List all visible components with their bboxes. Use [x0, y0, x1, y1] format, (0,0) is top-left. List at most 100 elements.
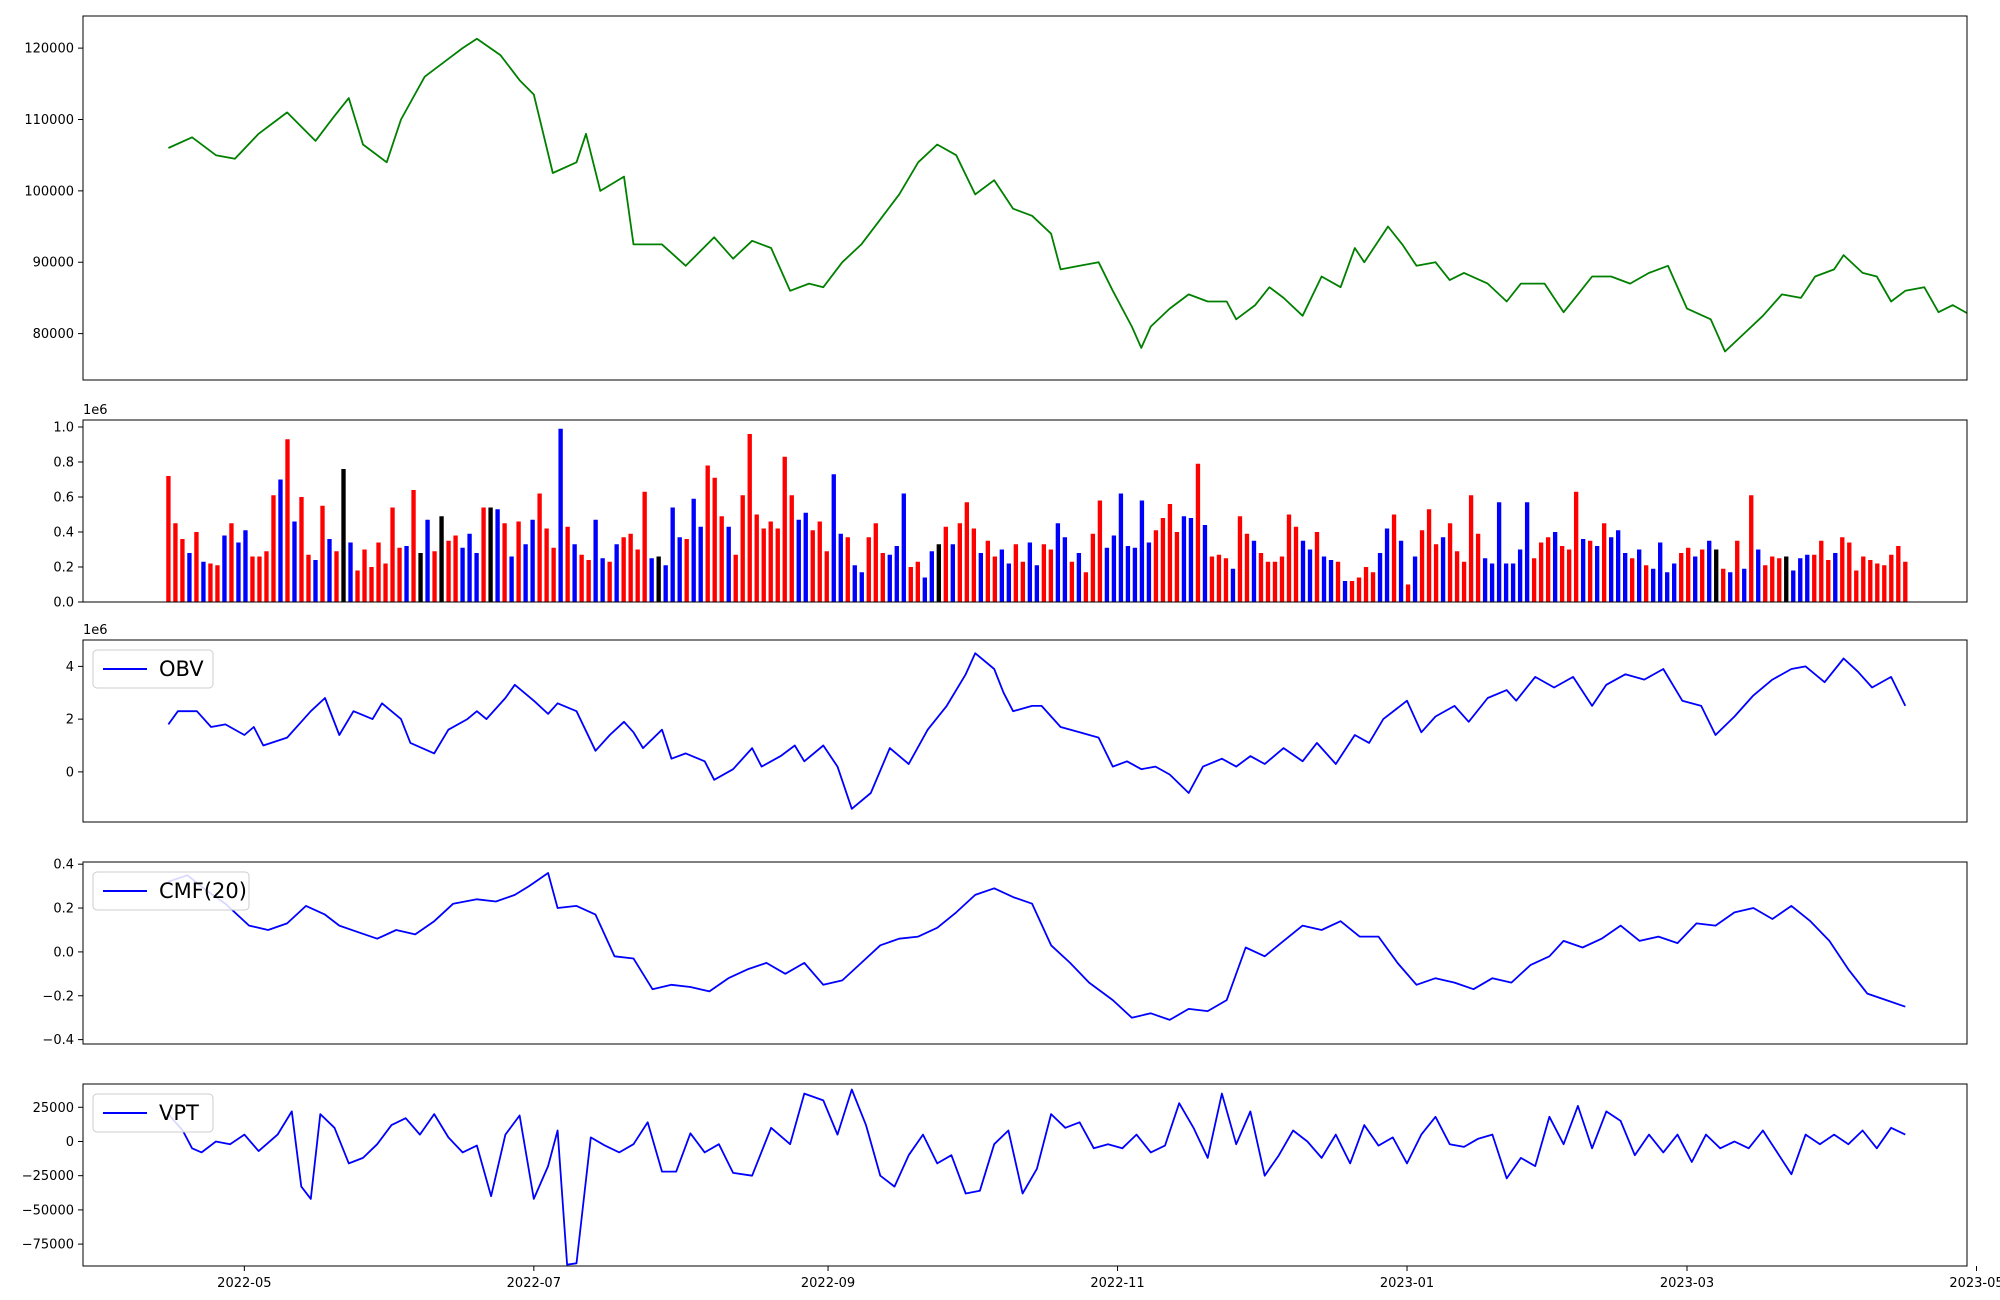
- volume-bar: [502, 523, 507, 602]
- volume-bar: [1517, 549, 1523, 602]
- volume-bar: [1770, 556, 1775, 602]
- volume-bar: [957, 523, 962, 602]
- volume-bar: [852, 565, 857, 602]
- volume-bar: [1615, 530, 1621, 602]
- cmf-line: [168, 872, 1906, 1021]
- volume-bar: [908, 567, 913, 602]
- volume-bar: [614, 544, 619, 602]
- volume-bar: [1742, 568, 1747, 602]
- volume-panel: 0.0 0.2 0.4 0.6 0.8 1.0 1e6: [53, 403, 1968, 611]
- volume-bar: [593, 519, 598, 602]
- volume-bar: [1293, 526, 1299, 602]
- volume-bar: [1468, 495, 1474, 602]
- volume-bar: [229, 523, 234, 602]
- volume-bar: [1524, 502, 1530, 602]
- volume-bar: [999, 549, 1005, 602]
- volume-bar: [740, 495, 745, 602]
- x-tick-label: 2023-01: [1380, 1276, 1434, 1291]
- volume-bar: [1426, 509, 1432, 602]
- obv-offset-label: 1e6: [83, 623, 108, 638]
- volume-bar: [887, 554, 892, 602]
- volume-bar: [1629, 558, 1635, 602]
- volume-bar: [859, 572, 864, 602]
- volume-bar: [1559, 546, 1565, 602]
- volume-bar: [1321, 556, 1327, 602]
- volume-bar: [1594, 546, 1600, 602]
- volume-ytick-label: 0.6: [53, 491, 74, 506]
- volume-bar: [257, 556, 262, 602]
- volume-bar: [705, 465, 710, 602]
- volume-bar: [1356, 577, 1362, 602]
- volume-bar: [1174, 532, 1180, 602]
- volume-bar: [488, 507, 493, 602]
- volume-bar: [425, 519, 430, 602]
- volume-bar: [1882, 565, 1887, 602]
- volume-bar: [796, 519, 801, 602]
- volume-bar: [1279, 556, 1285, 602]
- volume-bar: [761, 528, 766, 602]
- volume-bar: [768, 521, 773, 602]
- volume-bar: [845, 537, 850, 602]
- volume-bar: [1230, 568, 1236, 602]
- volume-bar: [985, 540, 991, 602]
- volume-bar: [1069, 561, 1075, 602]
- volume-bar: [663, 565, 668, 602]
- volume-bar: [1181, 516, 1187, 602]
- vpt-data: [167, 1088, 1906, 1266]
- volume-bar: [474, 553, 479, 602]
- volume-bar: [1580, 539, 1586, 602]
- volume-bar: [299, 497, 304, 602]
- volume-bar: [1573, 491, 1579, 602]
- volume-bar: [1447, 523, 1453, 602]
- price-ytick-label: 120000: [24, 42, 74, 57]
- obv-panel: 0 2 4 1e6 OBV: [66, 623, 1968, 823]
- volume-bar: [362, 549, 367, 602]
- volume-bar: [1370, 572, 1376, 602]
- volume-bar: [1903, 561, 1908, 602]
- volume-bar: [194, 532, 199, 602]
- vpt-ytick-label: −75000: [22, 1238, 74, 1253]
- volume-bar: [1861, 556, 1866, 602]
- volume-ytick-label: 0.4: [53, 526, 74, 541]
- volume-bar: [1286, 514, 1292, 602]
- cmf-ytick-label: 0.2: [53, 902, 74, 917]
- volume-bar: [1349, 581, 1355, 602]
- volume-bar: [1510, 563, 1516, 602]
- volume-bar: [1419, 530, 1425, 602]
- volume-bar: [530, 519, 535, 602]
- volume-bar: [1791, 570, 1796, 602]
- volume-bar: [327, 539, 332, 602]
- volume-bar: [1819, 540, 1824, 602]
- volume-bar: [880, 553, 885, 602]
- volume-bar: [1587, 540, 1593, 602]
- volume-bar: [1440, 537, 1446, 602]
- obv-ytick-label: 4: [66, 660, 74, 675]
- volume-bar: [418, 553, 423, 602]
- volume-ytick-label: 0.8: [53, 456, 74, 471]
- cmf-frame: [82, 861, 1968, 1045]
- volume-bar: [1111, 535, 1117, 602]
- volume-ytick-label: 0.2: [53, 561, 74, 576]
- volume-bar: [1034, 565, 1040, 602]
- obv-ytick-label: 2: [66, 713, 74, 728]
- volume-bar: [1693, 556, 1698, 602]
- volume-bar: [1777, 558, 1782, 602]
- volume-bar: [180, 539, 185, 602]
- volume-bar: [1209, 556, 1215, 602]
- price-ytick-label: 100000: [24, 184, 74, 199]
- volume-bar: [166, 476, 171, 602]
- volume-bar: [348, 542, 353, 602]
- volume-bar: [1538, 542, 1544, 602]
- volume-offset-label: 1e6: [83, 403, 108, 418]
- volume-bar: [537, 493, 542, 602]
- x-tick-label: 2022-09: [801, 1276, 855, 1291]
- volume-bar: [1139, 500, 1145, 602]
- volume-bar: [516, 521, 521, 602]
- volume-bar: [684, 539, 689, 602]
- volume-bar: [915, 561, 920, 602]
- cmf-ytick-label: 0.0: [53, 945, 74, 960]
- volume-bar: [565, 526, 570, 602]
- x-tick-label: 2022-07: [507, 1276, 561, 1291]
- volume-bar: [978, 553, 984, 602]
